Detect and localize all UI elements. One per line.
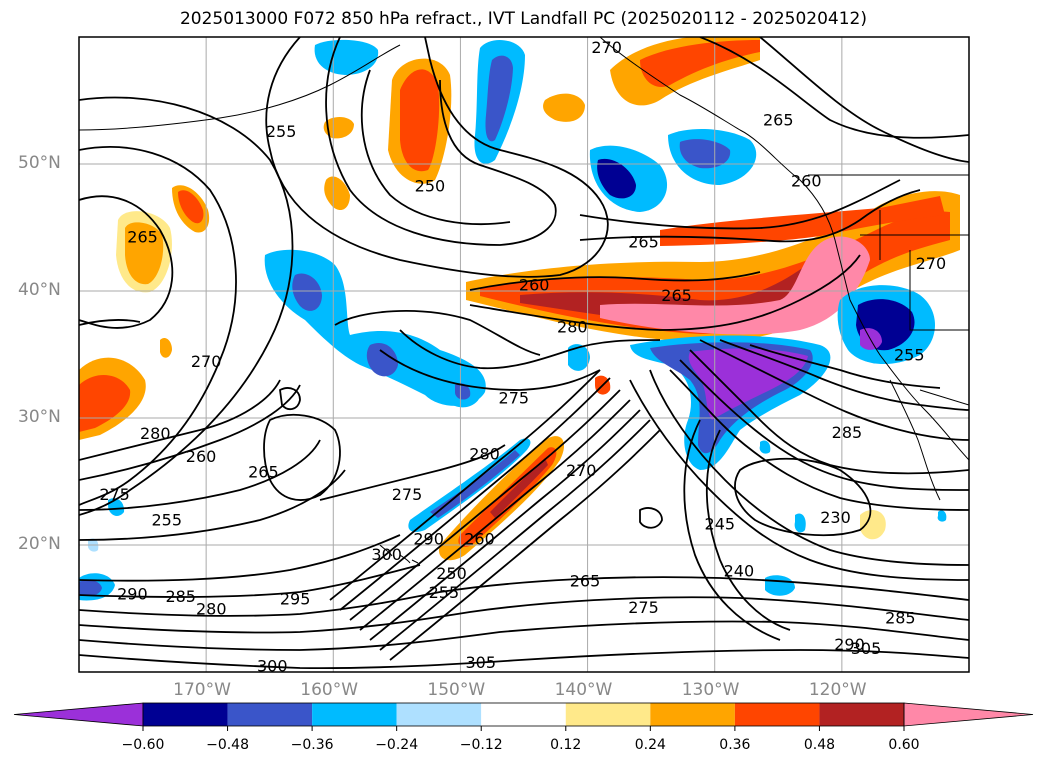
contour-label: 275 — [499, 389, 530, 408]
contour-label: 250 — [415, 177, 446, 196]
contour-label: 275 — [99, 485, 130, 504]
colorbar-segment — [312, 703, 397, 726]
contour-label: 260 — [186, 447, 217, 466]
contour-label: 280 — [469, 445, 500, 464]
contour-label: 265 — [763, 111, 794, 130]
colorbar-extend-min — [14, 703, 143, 726]
contour-label: 240 — [724, 561, 755, 580]
colorbar-tick-label: −0.24 — [375, 737, 419, 753]
colorbar — [14, 703, 1033, 731]
contour-label: 255 — [429, 583, 460, 602]
contour-label: 280 — [557, 318, 588, 337]
contour-label: 285 — [832, 423, 863, 442]
contour-label: 250 — [436, 564, 467, 583]
colorbar-tick-label: 0.60 — [882, 737, 926, 753]
contour-label: 290 — [413, 530, 444, 549]
contour-label: 270 — [916, 254, 947, 273]
contour-label: 305 — [851, 639, 882, 658]
lat-tick-label: 40°N — [18, 280, 61, 300]
colorbar-segment — [650, 703, 735, 726]
contour-label: 275 — [392, 485, 423, 504]
contour-label: 245 — [705, 514, 736, 533]
contour-label: 280 — [140, 424, 171, 443]
contour-label: 290 — [117, 584, 148, 603]
contour-label: 270 — [566, 461, 597, 480]
colorbar-segment — [735, 703, 820, 726]
colorbar-tick-label: −0.36 — [290, 737, 334, 753]
colorbar-segment — [819, 703, 904, 726]
lat-tick-label: 30°N — [18, 407, 61, 427]
contour-label: 265 — [570, 572, 601, 591]
contour-label: 305 — [465, 653, 496, 672]
contour-label: 265 — [661, 286, 692, 305]
contour-label: 270 — [191, 352, 222, 371]
contour-label: 260 — [519, 276, 550, 295]
contour-label: 285 — [885, 608, 916, 627]
contour-label: 285 — [165, 587, 196, 606]
contour-label: 265 — [628, 232, 659, 251]
colorbar-tick-label: 0.48 — [797, 737, 841, 753]
colorbar-tick-label: 0.36 — [713, 737, 757, 753]
lon-tick-label: 170°W — [173, 680, 231, 700]
contour-label: 270 — [591, 38, 622, 57]
lon-tick-label: 120°W — [809, 680, 867, 700]
contour-label: 295 — [280, 589, 311, 608]
contour-label: 255 — [266, 122, 297, 141]
colorbar-extend-max — [904, 703, 1033, 726]
contour-label: 255 — [894, 346, 925, 365]
colorbar-tick-label: 0.24 — [628, 737, 672, 753]
lon-tick-label: 160°W — [300, 680, 358, 700]
lon-tick-label: 140°W — [555, 680, 613, 700]
colorbar-tick-label: −0.12 — [459, 737, 503, 753]
lat-tick-label: 50°N — [18, 153, 61, 173]
colorbar-segment — [481, 703, 566, 726]
colorbar-segment — [228, 703, 313, 726]
colorbar-tick-label: 0.12 — [544, 737, 588, 753]
colorbar-segment — [397, 703, 482, 726]
colorbar-tick-label: −0.60 — [121, 737, 165, 753]
contour-label: 280 — [196, 600, 227, 619]
contour-label: 300 — [371, 545, 402, 564]
contour-label: 265 — [127, 227, 158, 246]
contour-label: 230 — [820, 508, 851, 527]
contour-label: 260 — [464, 530, 495, 549]
lon-tick-label: 150°W — [427, 680, 485, 700]
colorbar-segment — [143, 703, 228, 726]
contour-label: 260 — [791, 172, 822, 191]
contour-label: 255 — [151, 511, 182, 530]
contour-label: 265 — [248, 462, 279, 481]
contour-label: 300 — [257, 657, 288, 676]
contour-label: 275 — [628, 598, 659, 617]
colorbar-segment — [566, 703, 651, 726]
lat-tick-label: 20°N — [18, 534, 61, 554]
lon-tick-label: 130°W — [682, 680, 740, 700]
colorbar-tick-label: −0.48 — [206, 737, 250, 753]
